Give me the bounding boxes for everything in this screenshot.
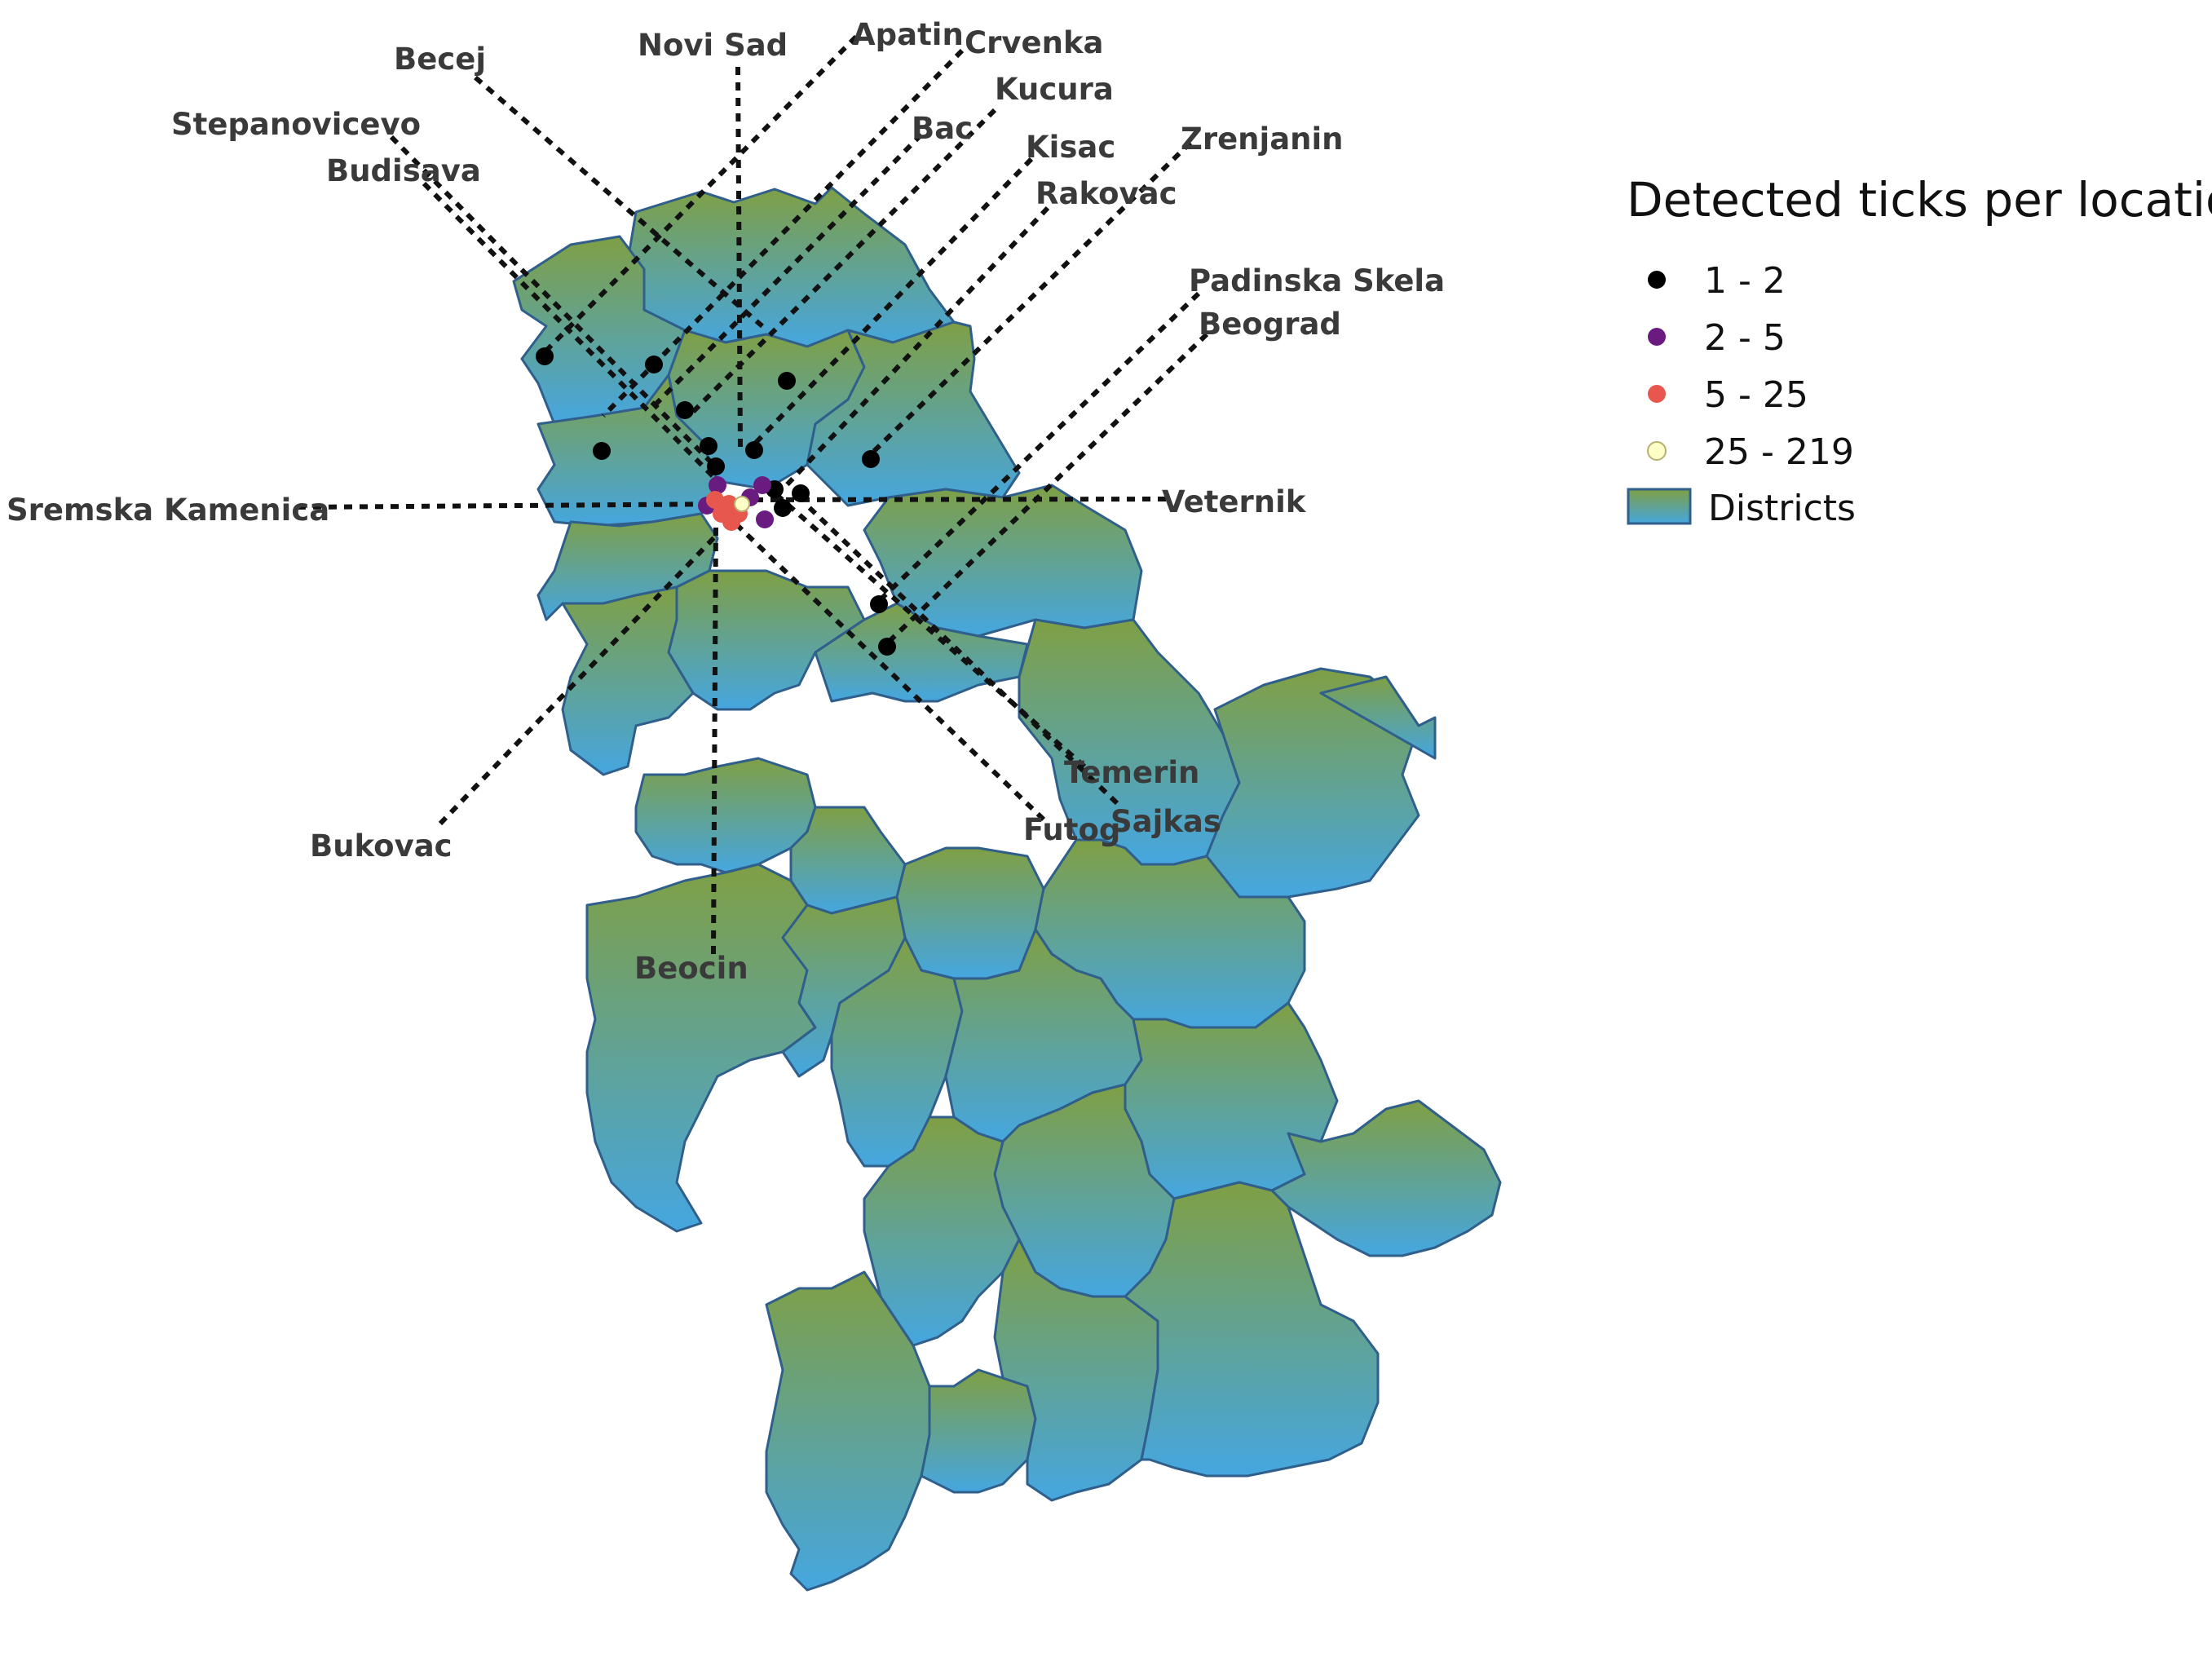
location-point: [536, 347, 554, 365]
leader-line: [438, 532, 720, 826]
location-point: [709, 476, 726, 494]
location-point: [645, 356, 663, 373]
place-label-sremska-kamenica: Sremska Kamenica: [7, 493, 329, 528]
district-shape: [863, 1115, 1021, 1347]
place-label-apatin: Apatin: [852, 17, 964, 52]
legend-districts-label: Districts: [1708, 488, 1856, 529]
place-label-kisac: Kisac: [1026, 130, 1115, 165]
district-shape: [561, 585, 695, 776]
location-points: [536, 347, 896, 656]
leader-line: [866, 140, 1193, 459]
place-labels: Becej Novi Sad Apatin Crvenka Kucura Stepanov…: [7, 17, 1445, 986]
leader-line: [731, 519, 1046, 822]
district-shape: [993, 1238, 1159, 1502]
location-point: [778, 372, 796, 390]
place-label-budisava: Budisava: [326, 153, 481, 188]
leader-line: [601, 48, 965, 418]
leader-line: [536, 34, 859, 361]
legend-class-dot: [1648, 328, 1666, 346]
district-shape: [1205, 667, 1420, 899]
place-label-veternik: Veternik: [1162, 484, 1307, 519]
location-point: [700, 437, 717, 455]
district-shape: [585, 863, 817, 1233]
district-shape: [765, 1270, 931, 1592]
place-label-novi-sad: Novi Sad: [638, 28, 788, 63]
leader-line: [687, 108, 997, 418]
place-label-bukovac: Bukovac: [310, 828, 453, 864]
place-label-becej: Becej: [394, 42, 486, 77]
leader-line: [474, 75, 764, 329]
location-point: [870, 595, 888, 613]
legend-title: Detected ticks per location: [1627, 172, 2212, 228]
location-point: [878, 638, 896, 656]
location-point: [593, 442, 611, 460]
leader-line: [874, 291, 1201, 606]
legend-class-label: 5 - 25: [1704, 374, 1808, 416]
location-point: [792, 484, 810, 502]
place-label-zrenjanin: Zrenjanin: [1181, 121, 1344, 157]
leader-line: [748, 157, 1034, 451]
location-point: [734, 496, 750, 512]
leader-line: [297, 501, 739, 510]
leader-line: [650, 132, 924, 410]
place-label-beocin: Beocin: [634, 951, 748, 986]
place-label-futog: Futog: [1023, 812, 1120, 847]
location-point: [707, 457, 725, 475]
location-point: [706, 491, 724, 509]
legend-class-dot: [1648, 385, 1666, 403]
district-shape: [1124, 1181, 1380, 1478]
district-shape: [920, 1368, 1037, 1494]
leader-line: [735, 66, 743, 449]
legend-class-label: 25 - 219: [1704, 431, 1854, 473]
place-label-stepanovicevo: Stepanovicevo: [171, 107, 421, 142]
leader-line: [389, 135, 720, 471]
legend-class-dot: [1647, 441, 1667, 461]
place-label-bac: Bac: [912, 111, 973, 146]
leader-line: [780, 205, 1050, 492]
leader-line: [805, 503, 1119, 806]
location-point: [753, 476, 771, 494]
district-shape: [895, 846, 1045, 980]
place-label-beograd: Beograd: [1199, 307, 1341, 342]
leader-line: [769, 487, 1086, 769]
place-label-crvenka: Crvenka: [965, 25, 1104, 60]
leader-line: [711, 521, 718, 955]
legend: Detected ticks per location 1 - 2 2 - 5 5 …: [1627, 172, 2212, 529]
place-label-padinska-skela: Padinska Skela: [1189, 263, 1445, 298]
legend-class-label: 2 - 5: [1704, 317, 1786, 359]
place-label-kucura: Kucura: [995, 72, 1114, 107]
place-label-sajkas: Sajkas: [1110, 804, 1221, 839]
location-point: [676, 401, 694, 419]
legend-classes: 1 - 2 2 - 5 5 - 25 25 - 219: [1647, 260, 1854, 473]
leader-line: [882, 332, 1209, 648]
place-label-temerin: Temerin: [1064, 755, 1199, 790]
location-point: [756, 510, 774, 528]
district-shape: [1319, 675, 1437, 760]
location-point: [862, 450, 880, 468]
location-point: [745, 441, 763, 459]
leader-line: [422, 181, 728, 492]
legend-class-label: 1 - 2: [1704, 260, 1786, 302]
leader-line: [745, 497, 1167, 502]
place-label-rakovac: Rakovac: [1035, 176, 1177, 211]
legend-districts-swatch: [1627, 488, 1692, 525]
districts-layer: [512, 186, 1502, 1592]
leader-lines: [297, 34, 1209, 955]
legend-class-dot: [1648, 271, 1666, 289]
location-point: [774, 499, 792, 517]
location-point: [722, 513, 740, 531]
district-shape: [634, 757, 817, 874]
